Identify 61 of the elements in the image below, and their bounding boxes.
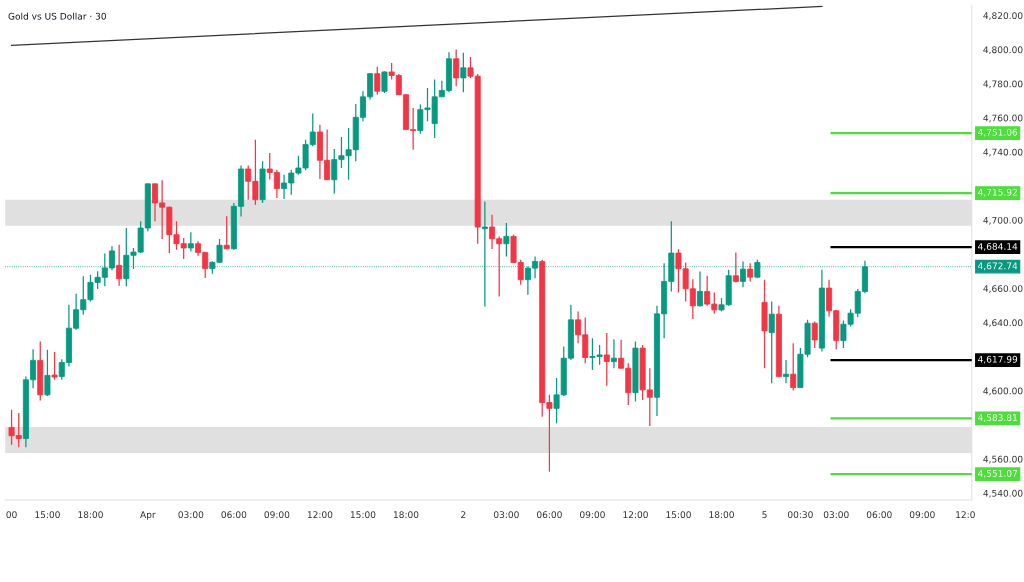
x-tick-label: 03:00 bbox=[178, 511, 204, 519]
ref-line-label: 4,583.81 bbox=[978, 414, 1017, 422]
x-tick-label: 2 bbox=[461, 511, 466, 518]
candlestick bbox=[374, 66, 381, 96]
candlestick bbox=[51, 351, 58, 381]
y-tick-label: 4,640.00 bbox=[983, 319, 1023, 328]
ref-line-label: 4,715.92 bbox=[978, 188, 1017, 197]
text: Gold vs US Dollar · 30 bbox=[8, 12, 106, 20]
y-tick-label: 4,560.00 bbox=[983, 455, 1023, 464]
x-tick-label: 15:00 bbox=[666, 511, 691, 519]
y-tick-label: 4,540.00 bbox=[983, 489, 1023, 498]
ref-line-label: 4,672.74 bbox=[978, 262, 1018, 271]
x-tick-label: 5 bbox=[762, 511, 767, 519]
candlestick bbox=[747, 262, 754, 283]
x-tick-label: 18:00 bbox=[393, 511, 419, 519]
y-tick-label: 4,760.00 bbox=[983, 114, 1023, 123]
y-tick-label: 4,600.00 bbox=[983, 387, 1023, 396]
candlestick bbox=[732, 251, 739, 284]
x-tick-label: Apr bbox=[140, 511, 156, 520]
y-tick-label: 4,800.00 bbox=[983, 46, 1023, 55]
x-tick-label: 15:00 bbox=[35, 511, 60, 519]
candlestick bbox=[187, 231, 194, 253]
x-tick-label: 06:00 bbox=[221, 511, 247, 519]
x-tick-label: 12:0 bbox=[956, 511, 975, 519]
x-tick-label: 18:00 bbox=[78, 511, 103, 519]
candlestick bbox=[603, 332, 610, 387]
candlestick bbox=[610, 338, 617, 369]
y-tick-label: 4,820.00 bbox=[983, 12, 1023, 20]
x-tick-label: 06:00 bbox=[536, 511, 562, 519]
y-tick-label: 4,700.00 bbox=[983, 216, 1023, 225]
candlestick bbox=[783, 359, 790, 384]
candlestick bbox=[116, 244, 123, 287]
candlestick bbox=[790, 342, 797, 392]
x-tick-label: 12:00 bbox=[307, 511, 333, 519]
x-tick-label: 18:00 bbox=[709, 511, 734, 519]
candlestick bbox=[768, 300, 775, 384]
y-tick-label: 4,660.00 bbox=[983, 285, 1023, 293]
x-tick-label: 00 bbox=[6, 511, 17, 519]
candlestick bbox=[381, 70, 388, 94]
x-tick-label: 09:00 bbox=[580, 511, 605, 519]
x-tick-label: 09:00 bbox=[909, 511, 935, 519]
candlestick bbox=[811, 320, 818, 349]
ref-line-label: 4,684.14 bbox=[978, 243, 1018, 251]
candlestick bbox=[696, 270, 703, 308]
x-tick-label: 06:00 bbox=[866, 511, 892, 519]
x-tick-label: 12:00 bbox=[623, 511, 648, 519]
candlestick bbox=[453, 48, 460, 87]
y-tick-label: 4,780.00 bbox=[983, 80, 1023, 89]
ref-line-label: 4,751.06 bbox=[978, 128, 1018, 137]
y-tick-label: 4,740.00 bbox=[983, 148, 1023, 157]
ref-line-label: 4,617.99 bbox=[978, 355, 1018, 364]
x-tick-label: 03:00 bbox=[493, 511, 519, 519]
x-tick-label: 15:00 bbox=[350, 511, 376, 519]
candlestick bbox=[503, 222, 510, 258]
candlestick bbox=[460, 52, 467, 93]
x-tick-label: 09:00 bbox=[264, 511, 290, 519]
x-tick-label: 03:00 bbox=[823, 511, 849, 519]
candlestick bbox=[44, 349, 51, 397]
ref-line-label: 4,551.07 bbox=[978, 470, 1018, 478]
x-tick-label: 00:30 bbox=[787, 511, 813, 519]
candlestick bbox=[223, 215, 230, 250]
